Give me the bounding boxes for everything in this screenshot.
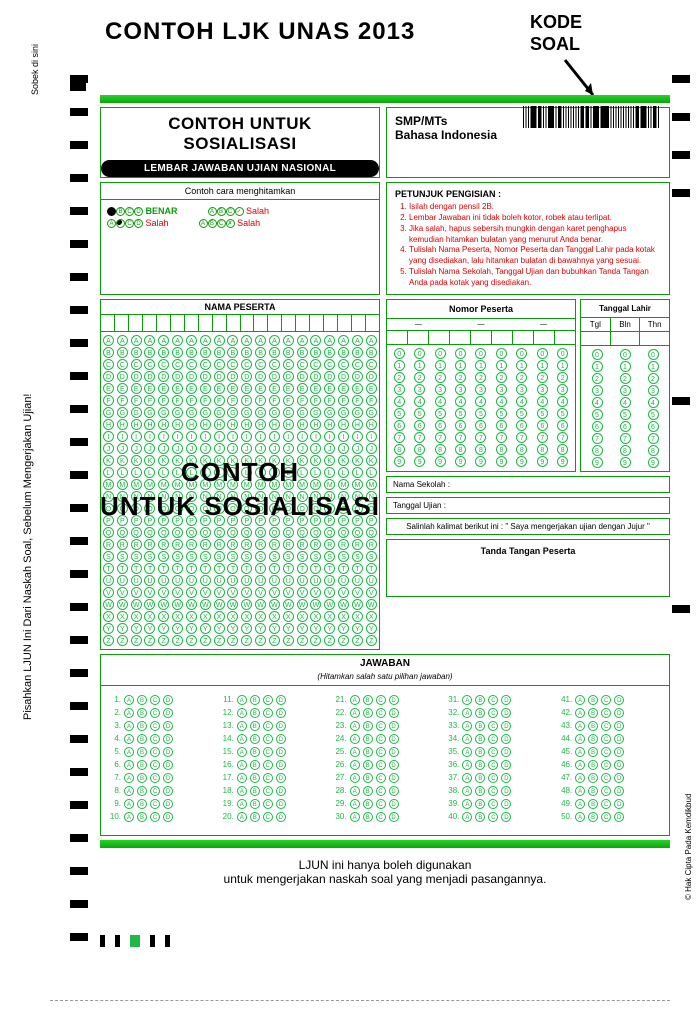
tgl-header: Tanggal Lahir (581, 300, 669, 318)
jawaban-box: JAWABAN (Hitamkan salah satu pilihan jaw… (100, 654, 670, 836)
alpha-grid[interactable]: CONTOH UNTUK SOSIALISASI AAAAAAAAAAAAAAA… (101, 332, 379, 649)
nomor-header: Nomor Peserta (387, 300, 575, 319)
barcode-icon (523, 106, 663, 128)
petunjuk-title: PETUNJUK PENGISIAN : (395, 188, 661, 200)
tglujian-field[interactable]: Tanggal Ujian : (386, 497, 670, 514)
bottom-green-bar (100, 840, 670, 848)
top-green-bar (100, 95, 670, 103)
sobek-text: Sobek di sini (30, 44, 40, 95)
petunjuk-list: Isilah dengan pensil 2B.Lembar Jawaban i… (395, 202, 661, 288)
main-title: CONTOH LJK UNAS 2013 (105, 18, 415, 46)
jawaban-grid[interactable]: 1.ABCD2.ABCD3.ABCD4.ABCD5.ABCD6.ABCD7.AB… (101, 686, 669, 835)
nomor-peserta-box: Nomor Peserta ——— 0000000001111111112222… (386, 299, 576, 472)
pisahkan-text: Pisahkan LJUN Ini Dari Naskah Soal, Sebe… (22, 394, 34, 721)
tgl-digits[interactable]: 000111222333444555666777888999 (581, 346, 669, 471)
contoh-header: Contoh cara menghitamkan (101, 183, 379, 200)
kode-soal-label: KODE SOAL (530, 12, 582, 55)
timing-right (672, 75, 692, 813)
subject: Bahasa Indonesia (395, 128, 661, 142)
dash-line (50, 1000, 670, 1001)
timing-bottom (100, 935, 170, 947)
footer-text: LJUN ini hanya boleh digunakan untuk men… (100, 858, 670, 886)
nomor-sub: ——— (387, 319, 575, 331)
petunjuk-box: PETUNJUK PENGISIAN : Isilah dengan pensi… (386, 182, 670, 295)
sekolah-field[interactable]: Nama Sekolah : (386, 476, 670, 493)
jawaban-header: JAWABAN (101, 655, 669, 672)
info-box: SMP/MTs Bahasa Indonesia (386, 107, 670, 178)
sosial-line1: CONTOH UNTUK (105, 114, 375, 134)
nomor-cells[interactable] (387, 331, 575, 345)
answer-sheet: CONTOH UNTUK SOSIALISASI LEMBAR JAWABAN … (100, 95, 670, 886)
salin-field: Salinlah kalimat berikut ini : " Saya me… (386, 518, 670, 535)
tanggal-lahir-box: Tanggal Lahir TglBlnThn 0001112223334445… (580, 299, 670, 472)
tgl-sub: TglBlnThn (581, 318, 669, 332)
black-band: LEMBAR JAWABAN UJIAN NASIONAL (101, 160, 379, 177)
nama-header: NAMA PESERTA (101, 300, 379, 315)
tgl-cells[interactable] (581, 332, 669, 346)
contoh-box: Contoh cara menghitamkan BCD BENAR ABC✓ … (100, 182, 380, 295)
nama-box: NAMA PESERTA CONTOH UNTUK SOSIALISASI AA… (100, 299, 380, 650)
timing-left (70, 75, 90, 966)
contoh-body: BCD BENAR ABC✓ Salah ACD Salah ABC✗ Sala… (101, 200, 379, 234)
nomor-digits[interactable]: 0000000001111111112222222223333333334444… (387, 345, 575, 470)
tanda-tangan-box[interactable]: Tanda Tangan Peserta (386, 539, 670, 597)
sosial-line2: SOSIALISASI (105, 134, 375, 154)
jawaban-sub: (Hitamkan salah satu pilihan jawaban) (101, 672, 669, 686)
sosial-box: CONTOH UNTUK SOSIALISASI LEMBAR JAWABAN … (100, 107, 380, 178)
nama-cells[interactable] (101, 315, 379, 332)
